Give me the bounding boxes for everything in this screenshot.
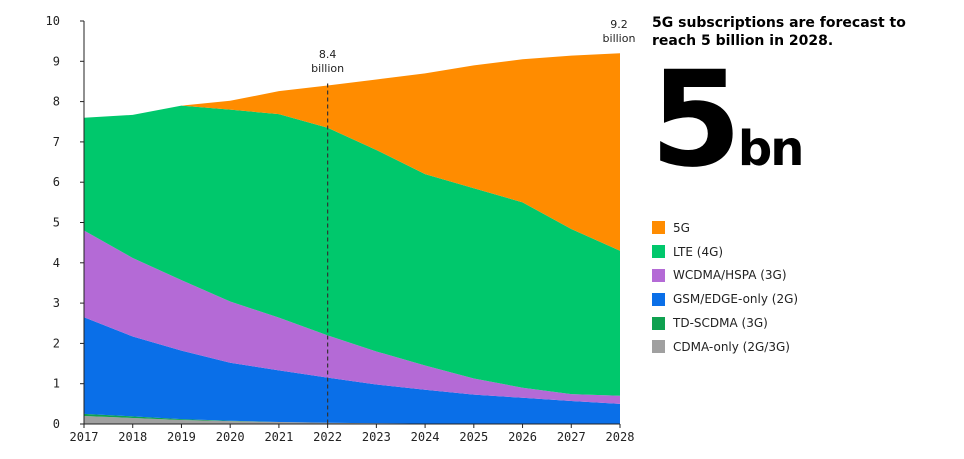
area-cdma-only-2g-3g bbox=[84, 415, 620, 424]
legend-label: GSM/EDGE-only (2G) bbox=[673, 292, 799, 307]
y-tick-label: 4 bbox=[53, 256, 60, 270]
y-tick-label: 10 bbox=[46, 14, 60, 28]
legend-item-td-scdma-3g: TD-SCDMA (3G) bbox=[652, 311, 798, 335]
x-tick-label: 2025 bbox=[459, 430, 488, 444]
annotation-text: billion bbox=[603, 32, 636, 45]
area-5g bbox=[84, 53, 620, 251]
legend-item-gsm-edge-only-2g: GSM/EDGE-only (2G) bbox=[652, 287, 798, 311]
x-tick-label: 2019 bbox=[167, 430, 196, 444]
y-tick-label: 7 bbox=[53, 135, 60, 149]
legend-label: LTE (4G) bbox=[673, 244, 724, 259]
legend-item-cdma-only-2g-3g: CDMA-only (2G/3G) bbox=[652, 335, 798, 359]
legend-swatch bbox=[652, 316, 665, 330]
area-gsm-edge-only-2g bbox=[84, 317, 620, 424]
legend-label: WCDMA/HSPA (3G) bbox=[673, 268, 787, 283]
x-tick-label: 2017 bbox=[70, 430, 99, 444]
stacked-area-chart: 0 1 2 3 4 5 6 7 8 9 10 2017 2018 2019 2020 2021 2022 2023… bbox=[46, 14, 636, 444]
annotation-text: billion bbox=[311, 62, 344, 75]
legend-label: 5G bbox=[673, 220, 690, 235]
legend-swatch bbox=[652, 340, 665, 354]
legend-item-lte-4g: LTE (4G) bbox=[652, 240, 798, 264]
y-tick-label: 9 bbox=[53, 54, 60, 68]
chart-areas bbox=[84, 53, 620, 424]
y-tick-label: 3 bbox=[53, 296, 60, 310]
y-tick-label: 5 bbox=[53, 216, 60, 230]
y-tick-label: 0 bbox=[53, 417, 60, 431]
headline: 5G subscriptions are forecast to reach 5… bbox=[652, 15, 906, 49]
x-tick-label: 2027 bbox=[557, 430, 586, 444]
y-tick-label: 1 bbox=[53, 377, 60, 391]
legend-swatch bbox=[652, 268, 665, 282]
area-wcdma-hspa-3g bbox=[84, 230, 620, 404]
x-tick-label: 2022 bbox=[313, 430, 342, 444]
big-stat-number: 5 bbox=[650, 43, 742, 197]
x-tick-label: 2023 bbox=[362, 430, 391, 444]
legend-swatch bbox=[652, 245, 665, 259]
x-tick-label: 2018 bbox=[118, 430, 147, 444]
legend: 5G LTE (4G) WCDMA/HSPA (3G) GSM/EDGE-only (… bbox=[652, 216, 798, 359]
legend-label: TD-SCDMA (3G) bbox=[673, 316, 768, 331]
y-tick-label: 2 bbox=[53, 336, 60, 350]
y-tick-label: 6 bbox=[53, 175, 60, 189]
big-stat: 5bn bbox=[650, 50, 805, 190]
legend-swatch bbox=[652, 221, 665, 235]
legend-swatch bbox=[652, 292, 665, 306]
chart-axes: 0 1 2 3 4 5 6 7 8 9 10 2017 2018 2019 2020 2021 2022 2023… bbox=[46, 14, 635, 444]
annotation-value: 8.4 bbox=[319, 48, 337, 61]
area-lte-4g bbox=[84, 105, 620, 396]
annotation-value: 9.2 bbox=[610, 18, 628, 31]
x-tick-label: 2024 bbox=[411, 430, 440, 444]
x-tick-label: 2020 bbox=[216, 430, 245, 444]
big-stat-unit: bn bbox=[737, 121, 805, 177]
y-tick-label: 8 bbox=[53, 95, 60, 109]
x-tick-label: 2021 bbox=[264, 430, 293, 444]
legend-item-wcdma-hspa-3g: WCDMA/HSPA (3G) bbox=[652, 264, 798, 288]
legend-item-5g: 5G bbox=[652, 216, 798, 240]
legend-label: CDMA-only (2G/3G) bbox=[673, 339, 790, 354]
x-tick-label: 2026 bbox=[508, 430, 537, 444]
x-tick-label: 2028 bbox=[606, 430, 635, 444]
